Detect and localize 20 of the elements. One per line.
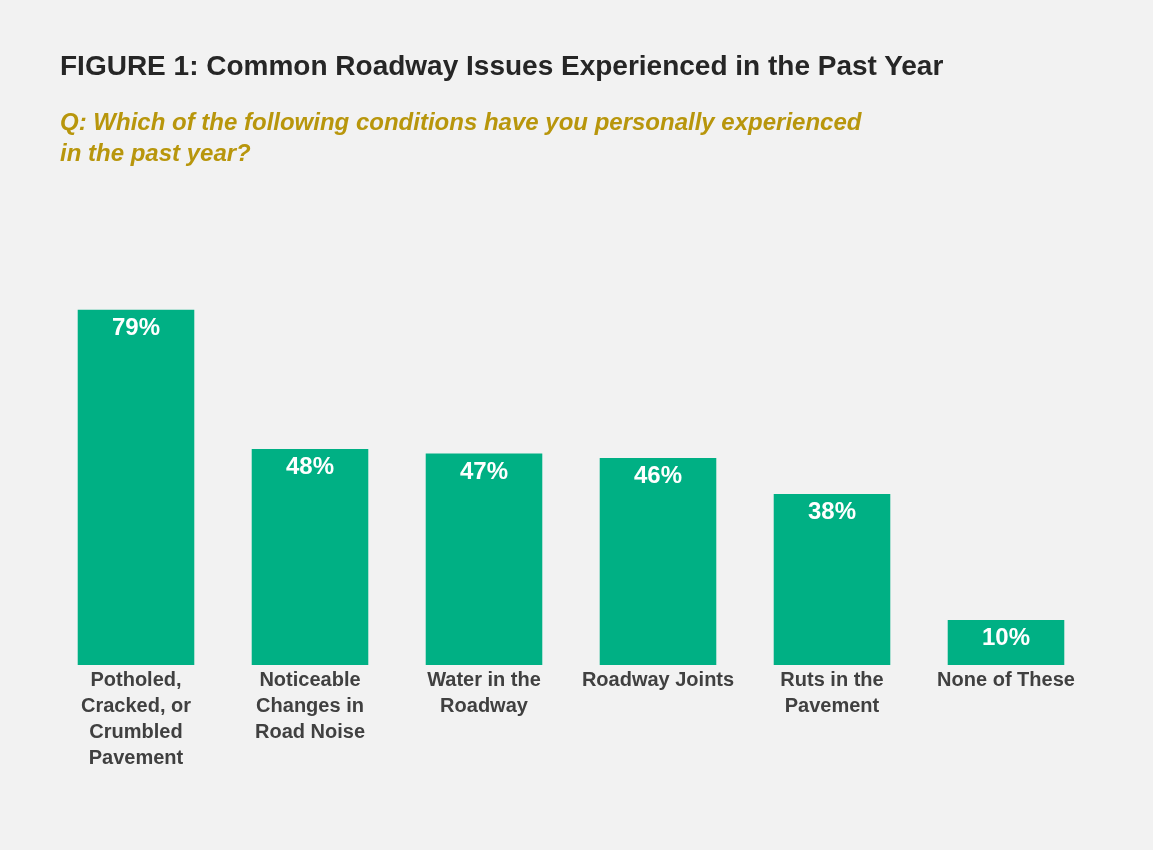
chart-title: FIGURE 1: Common Roadway Issues Experienced in the Past Year [60, 50, 944, 81]
x-tick-label: Noticeable Changes in Road Noise [254, 668, 366, 742]
x-tick-label: Roadway Joints [581, 668, 735, 690]
data-label: 46% [633, 461, 683, 489]
bar [599, 458, 717, 665]
data-label: 38% [807, 497, 857, 525]
x-tick-label: Potholed, Cracked, or Crumbled Pavement [80, 668, 192, 768]
data-label: 79% [111, 312, 161, 340]
bar [77, 309, 195, 665]
data-label: 47% [459, 456, 509, 484]
bar [947, 620, 1065, 665]
x-tick-label: Ruts in the Pavement [780, 668, 884, 716]
x-tick-label: Water in the Roadway [427, 668, 541, 716]
data-label: 10% [981, 623, 1031, 651]
bar [425, 453, 543, 665]
chart-subtitle: Q: Which of the following conditions have you personally experienced in the past year? [60, 108, 863, 167]
x-tick-label: None of These [937, 668, 1075, 690]
data-label: 48% [285, 452, 335, 480]
bar [251, 449, 369, 665]
bar [773, 494, 891, 665]
